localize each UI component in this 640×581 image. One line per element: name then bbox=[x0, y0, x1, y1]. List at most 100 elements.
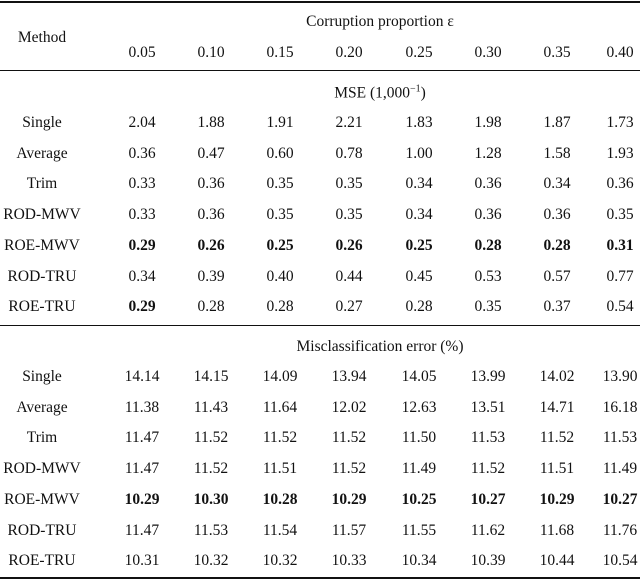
mse-title-text: MSE (1,000 bbox=[334, 84, 410, 102]
method-label: Average bbox=[16, 398, 68, 416]
proportion-header: 0.20 bbox=[335, 44, 363, 61]
table-cell: 0.36 bbox=[606, 175, 634, 193]
table-cell: 0.34 bbox=[128, 267, 156, 285]
table-cell: 14.05 bbox=[401, 368, 437, 385]
table-cell: 0.39 bbox=[197, 267, 225, 285]
table-cell: 10.25 bbox=[401, 490, 437, 508]
table-cell: 11.47 bbox=[124, 460, 160, 478]
table-cell: 0.36 bbox=[197, 206, 225, 224]
table-cell: 1.98 bbox=[474, 114, 502, 131]
table-cell: 0.60 bbox=[266, 144, 294, 162]
table-cell: 11.76 bbox=[602, 521, 638, 539]
table-cell: 11.52 bbox=[470, 460, 506, 478]
table-cell: 0.28 bbox=[197, 298, 225, 316]
section-title-mse: MSE (1,000−1) bbox=[334, 83, 426, 102]
table-cell: 14.02 bbox=[539, 368, 575, 385]
method-label: ROD-TRU bbox=[7, 521, 77, 539]
table-cell: 16.18 bbox=[602, 398, 638, 416]
table-cell: 0.44 bbox=[335, 267, 363, 285]
method-label: ROD-MWV bbox=[3, 206, 81, 224]
table-cell: 13.90 bbox=[602, 368, 638, 385]
table-cell: 0.26 bbox=[197, 236, 225, 254]
table-cell: 0.45 bbox=[405, 267, 433, 285]
proportion-header: 0.25 bbox=[405, 44, 433, 61]
table-cell: 0.29 bbox=[128, 236, 156, 254]
table-cell: 2.21 bbox=[335, 114, 363, 131]
table-cell: 11.50 bbox=[401, 429, 437, 447]
table-cell: 0.36 bbox=[197, 175, 225, 193]
table-cell: 10.29 bbox=[331, 490, 367, 508]
table-cell: 0.54 bbox=[606, 298, 634, 316]
table-cell: 10.30 bbox=[193, 490, 229, 508]
table-cell: 0.53 bbox=[474, 267, 502, 285]
table-cell: 1.73 bbox=[606, 114, 634, 131]
table-cell: 14.09 bbox=[262, 368, 298, 385]
proportion-header: 0.10 bbox=[197, 44, 225, 61]
table-cell: 0.35 bbox=[335, 175, 363, 193]
table-cell: 0.28 bbox=[405, 298, 433, 316]
method-label: ROD-MWV bbox=[3, 460, 81, 478]
table-cell: 0.26 bbox=[335, 236, 363, 254]
mse-title-close: ) bbox=[420, 84, 426, 102]
table-cell: 1.58 bbox=[543, 144, 571, 162]
table-cell: 1.00 bbox=[405, 144, 433, 162]
section-rule bbox=[0, 325, 640, 326]
table-cell: 10.34 bbox=[401, 552, 437, 570]
table-cell: 11.43 bbox=[193, 398, 229, 416]
table-cell: 0.35 bbox=[606, 206, 634, 224]
proportion-header: 0.35 bbox=[543, 44, 571, 61]
corruption-header: Corruption proportion ε bbox=[306, 13, 454, 30]
proportion-header: 0.30 bbox=[474, 44, 502, 61]
table-cell: 10.27 bbox=[602, 490, 638, 508]
table-cell: 11.57 bbox=[331, 521, 367, 539]
table-cell: 1.28 bbox=[474, 144, 502, 162]
method-label: ROD-TRU bbox=[7, 267, 77, 285]
table-cell: 11.38 bbox=[124, 398, 160, 416]
table-cell: 11.52 bbox=[539, 429, 575, 447]
table-cell: 11.47 bbox=[124, 521, 160, 539]
table-cell: 0.35 bbox=[474, 298, 502, 316]
table-cell: 0.33 bbox=[128, 175, 156, 193]
table-cell: 11.54 bbox=[262, 521, 298, 539]
table-cell: 11.68 bbox=[539, 521, 575, 539]
table-cell: 11.52 bbox=[331, 429, 367, 447]
method-label: ROE-MWV bbox=[4, 236, 80, 254]
table-cell: 0.28 bbox=[266, 298, 294, 316]
table-cell: 0.34 bbox=[405, 175, 433, 193]
table-cell: 14.14 bbox=[124, 368, 160, 385]
method-header: Method bbox=[17, 29, 67, 46]
table-cell: 0.37 bbox=[543, 298, 571, 316]
table-cell: 10.31 bbox=[124, 552, 160, 570]
section-title-misclassification: Misclassification error (%) bbox=[296, 338, 464, 355]
table-cell: 1.91 bbox=[266, 114, 294, 131]
table-cell: 14.15 bbox=[193, 368, 229, 385]
table-cell: 0.28 bbox=[474, 236, 502, 254]
table-cell: 11.53 bbox=[470, 429, 506, 447]
table-cell: 11.51 bbox=[262, 460, 298, 478]
table-cell: 12.02 bbox=[331, 398, 367, 416]
table-cell: 11.49 bbox=[401, 460, 437, 478]
method-label: ROE-TRU bbox=[8, 298, 76, 316]
table-cell: 11.62 bbox=[470, 521, 506, 539]
table-cell: 0.27 bbox=[335, 298, 363, 316]
table-cell: 0.35 bbox=[266, 175, 294, 193]
table-cell: 1.93 bbox=[606, 144, 634, 162]
table-cell: 0.35 bbox=[266, 206, 294, 224]
table-cell: 0.29 bbox=[128, 298, 156, 316]
table-cell: 10.29 bbox=[124, 490, 160, 508]
table-cell: 10.32 bbox=[193, 552, 229, 570]
table-cell: 0.35 bbox=[335, 206, 363, 224]
table-cell: 0.33 bbox=[128, 206, 156, 224]
method-label: ROE-TRU bbox=[8, 552, 76, 570]
table-cell: 10.39 bbox=[470, 552, 506, 570]
table-cell: 12.63 bbox=[401, 398, 437, 416]
proportion-header: 0.15 bbox=[266, 44, 294, 61]
table-cell: 0.28 bbox=[543, 236, 571, 254]
table-cell: 11.49 bbox=[602, 460, 638, 478]
table-cell: 11.47 bbox=[124, 429, 160, 447]
table-cell: 10.32 bbox=[262, 552, 298, 570]
table-cell: 0.36 bbox=[474, 175, 502, 193]
table-cell: 1.87 bbox=[543, 114, 571, 131]
method-label: ROE-MWV bbox=[4, 490, 80, 508]
table-cell: 13.51 bbox=[470, 398, 506, 416]
